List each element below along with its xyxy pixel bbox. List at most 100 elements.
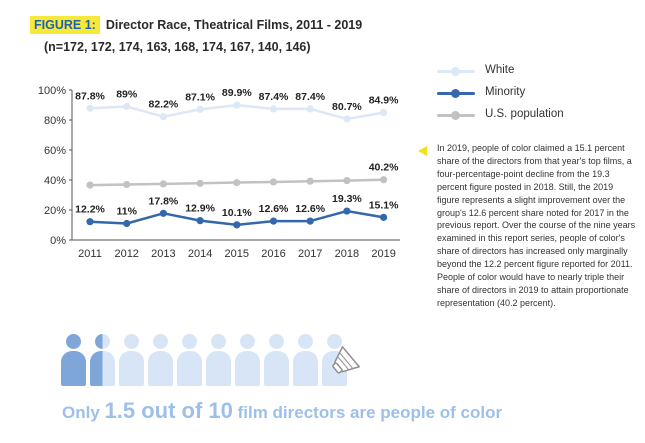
data-label-white: 80.7% — [332, 101, 362, 113]
tagline: Only 1.5 out of 10 film directors are pe… — [62, 398, 502, 424]
data-point-white — [233, 101, 241, 109]
data-point-minority — [86, 218, 94, 226]
data-point-u-s-population — [123, 180, 131, 189]
person-head — [240, 334, 255, 349]
x-tick-label: 2019 — [371, 248, 395, 260]
y-tick-label: 20% — [44, 205, 66, 217]
person-icon — [292, 334, 319, 386]
data-label-white: 87.4% — [295, 91, 325, 103]
data-label-white: 87.1% — [185, 91, 215, 103]
data-point-white — [306, 105, 314, 113]
y-tick-label: 60% — [44, 145, 66, 157]
data-point-u-s-population — [86, 181, 94, 189]
y-tick-label: 0% — [50, 235, 66, 247]
data-point-u-s-population — [269, 178, 278, 186]
person-body — [293, 351, 318, 386]
data-point-minority — [269, 217, 278, 225]
y-tick-label: 40% — [44, 175, 66, 187]
legend-marker-us-population — [451, 111, 460, 120]
data-point-u-s-population — [306, 177, 314, 185]
legend-item-us-population: U.S. population — [437, 106, 607, 128]
person-icon — [147, 334, 174, 386]
x-tick-label: 2015 — [225, 248, 249, 260]
person-head — [153, 334, 168, 349]
data-label-white: 87.8% — [75, 90, 105, 102]
data-label-minority: 12.9% — [185, 203, 215, 215]
tagline-prefix: Only — [62, 403, 105, 422]
x-tick-label: 2012 — [114, 248, 138, 260]
data-label-minority: 15.1% — [369, 199, 399, 211]
tagline-suffix: film directors are people of color — [232, 403, 503, 422]
figure-label: FIGURE 1: — [30, 16, 100, 34]
data-point-minority — [196, 217, 204, 225]
data-label-white: 87.4% — [259, 91, 289, 103]
person-body — [264, 351, 289, 386]
person-body — [119, 351, 144, 386]
data-point-white — [123, 102, 131, 111]
chart-legend: White Minority U.S. population — [437, 62, 607, 128]
person-icon — [60, 334, 87, 386]
megaphone-icon — [332, 346, 360, 374]
tagline-highlight: 1.5 out of 10 — [104, 398, 233, 423]
legend-label-minority: Minority — [485, 86, 526, 98]
y-tick-label: 80% — [44, 115, 66, 127]
data-label-white: 89.9% — [222, 87, 252, 99]
legend-item-minority: Minority — [437, 84, 607, 106]
data-label-minority: 12.2% — [75, 204, 105, 216]
person-icon — [205, 334, 232, 386]
data-label-minority: 19.3% — [332, 193, 362, 205]
person-head — [182, 334, 197, 349]
person-head — [327, 334, 342, 349]
x-tick-label: 2014 — [188, 248, 212, 260]
data-point-white — [380, 109, 388, 117]
figure-title: Director Race, Theatrical Films, 2011 - … — [105, 18, 363, 32]
person-body — [90, 351, 115, 386]
data-point-u-s-population — [159, 180, 167, 188]
person-head — [124, 334, 139, 349]
data-point-white — [196, 105, 204, 113]
person-head — [95, 334, 110, 349]
data-label-white: 84.9% — [369, 95, 399, 107]
data-label-minority: 12.6% — [295, 203, 325, 215]
line-chart: 0% 20% 40% 60% 80% 100% 2011 2012 2013 2014 2015 20… — [38, 85, 400, 260]
data-point-u-s-population — [233, 178, 241, 187]
data-point-white — [269, 105, 278, 113]
data-point-u-s-population — [343, 177, 351, 185]
person-head — [298, 334, 313, 349]
data-point-minority — [233, 221, 241, 229]
person-head — [66, 334, 81, 349]
x-tick-label: 2011 — [78, 248, 102, 260]
data-point-u-s-population — [380, 176, 388, 184]
data-label-u-s-population: 40.2% — [369, 162, 399, 174]
data-point-minority — [123, 219, 131, 228]
data-point-white — [159, 113, 167, 121]
data-point-minority — [306, 217, 314, 225]
callout-pointer-icon — [418, 146, 427, 156]
data-point-minority — [159, 209, 167, 217]
figure-title-row: FIGURE 1: Director Race, Theatrical Films… — [30, 16, 362, 34]
x-tick-label: 2017 — [298, 248, 322, 260]
data-point-minority — [380, 213, 388, 221]
person-body — [235, 351, 260, 386]
person-body — [177, 351, 202, 386]
data-label-minority: 12.6% — [259, 203, 289, 215]
person-icon — [234, 334, 261, 386]
legend-item-white: White — [437, 62, 607, 84]
data-point-minority — [343, 207, 351, 215]
legend-marker-minority — [451, 89, 460, 98]
x-tick-label: 2018 — [335, 248, 359, 260]
person-icon — [176, 334, 203, 386]
person-body — [148, 351, 173, 386]
data-point-u-s-population — [196, 179, 204, 187]
data-label-white: 82.2% — [149, 99, 179, 111]
data-point-white — [343, 115, 351, 123]
person-head — [269, 334, 284, 349]
legend-label-white: White — [485, 64, 515, 76]
person-head — [211, 334, 226, 349]
data-label-white: 89% — [116, 89, 138, 101]
x-tick-label: 2013 — [151, 248, 175, 260]
legend-label-us-population: U.S. population — [485, 108, 564, 120]
person-body — [206, 351, 231, 386]
person-icon — [89, 334, 116, 386]
person-icon — [263, 334, 290, 386]
